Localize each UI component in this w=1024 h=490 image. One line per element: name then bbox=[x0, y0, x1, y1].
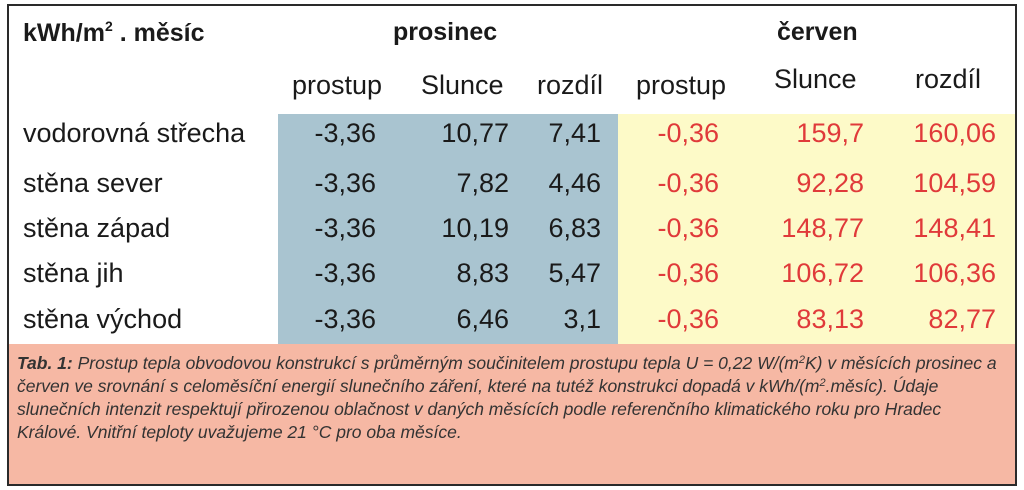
cell-prostup-jun: -0,36 bbox=[657, 213, 719, 243]
row-label: stěna jih bbox=[23, 258, 124, 288]
col-header-rozdil-jun: rozdíl bbox=[915, 64, 982, 94]
cell-prostup-dec: -3,36 bbox=[314, 168, 376, 198]
june-panel bbox=[618, 114, 1015, 344]
table-row: stěna jih -3,36 8,83 5,47 -0,36 106,72 1… bbox=[9, 254, 1015, 300]
table-row: stěna západ -3,36 10,19 6,83 -0,36 148,7… bbox=[9, 209, 1015, 255]
cell-rozdil-dec: 3,1 bbox=[563, 304, 601, 334]
caption-superscript-1: 2 bbox=[798, 354, 805, 366]
cell-prostup-dec: -3,36 bbox=[314, 213, 376, 243]
cell-prostup-dec: -3,36 bbox=[314, 118, 376, 148]
cell-rozdil-jun: 160,06 bbox=[913, 118, 996, 148]
cell-slunce-dec: 7,82 bbox=[456, 168, 509, 198]
caption-label: Tab. 1: bbox=[17, 353, 73, 373]
cell-slunce-jun: 92,28 bbox=[796, 168, 864, 198]
unit-main: kWh/m bbox=[23, 19, 105, 47]
cell-rozdil-dec: 5,47 bbox=[548, 258, 601, 288]
row-label: stěna sever bbox=[23, 168, 163, 198]
cell-prostup-dec: -3,36 bbox=[314, 258, 376, 288]
cell-slunce-jun: 159,7 bbox=[796, 118, 864, 148]
unit-header: kWh/m2 . měsíc bbox=[23, 18, 204, 48]
month-june: červen bbox=[777, 18, 858, 46]
month-december: prosinec bbox=[393, 18, 498, 46]
cell-rozdil-jun: 148,41 bbox=[913, 213, 996, 243]
cell-rozdil-dec: 6,83 bbox=[548, 213, 601, 243]
col-header-prostup-dec: prostup bbox=[292, 70, 383, 100]
row-label: stěna západ bbox=[23, 213, 171, 243]
cell-rozdil-dec: 4,46 bbox=[548, 168, 601, 198]
cell-prostup-dec: -3,36 bbox=[314, 304, 376, 334]
cell-slunce-dec: 10,77 bbox=[441, 118, 509, 148]
table-row: stěna východ -3,36 6,46 3,1 -0,36 83,13 … bbox=[9, 300, 1015, 346]
table-caption: Tab. 1: Prostup tepla obvodovou konstruk… bbox=[9, 344, 1015, 484]
cell-rozdil-jun: 104,59 bbox=[913, 168, 996, 198]
row-label: stěna východ bbox=[23, 304, 183, 334]
unit-rest: . měsíc bbox=[112, 19, 205, 47]
table-header-columns: prostup Slunce rozdíl prostup Slunce roz… bbox=[9, 62, 1015, 114]
table-row: vodorovná střecha -3,36 10,77 7,41 -0,36… bbox=[9, 114, 1015, 160]
cell-rozdil-dec: 7,41 bbox=[548, 118, 601, 148]
col-header-prostup-jun: prostup bbox=[636, 70, 727, 100]
cell-prostup-jun: -0,36 bbox=[657, 168, 719, 198]
cell-slunce-dec: 8,83 bbox=[456, 258, 509, 288]
cell-slunce-jun: 106,72 bbox=[781, 258, 864, 288]
cell-slunce-dec: 6,46 bbox=[456, 304, 509, 334]
cell-prostup-jun: -0,36 bbox=[657, 304, 719, 334]
cell-rozdil-jun: 106,36 bbox=[913, 258, 996, 288]
table-frame: kWh/m2 . měsíc prosinec červen prostup S… bbox=[7, 4, 1017, 486]
table-body: vodorovná střecha -3,36 10,77 7,41 -0,36… bbox=[9, 114, 1015, 344]
cell-prostup-jun: -0,36 bbox=[657, 258, 719, 288]
unit-exponent: 2 bbox=[104, 18, 113, 34]
caption-text-part1: Prostup tepla obvodovou konstrukcí s prů… bbox=[72, 353, 799, 373]
col-header-slunce-jun: Slunce bbox=[774, 64, 857, 94]
cell-rozdil-jun: 82,77 bbox=[928, 304, 996, 334]
caption-superscript-2: 2 bbox=[819, 377, 826, 389]
col-header-rozdil-dec: rozdíl bbox=[537, 70, 604, 100]
table-row: stěna sever -3,36 7,82 4,46 -0,36 92,28 … bbox=[9, 164, 1015, 210]
cell-slunce-dec: 10,19 bbox=[441, 213, 509, 243]
december-panel bbox=[278, 114, 618, 344]
table-header-months: kWh/m2 . měsíc prosinec červen bbox=[9, 6, 1015, 62]
row-label: vodorovná střecha bbox=[23, 118, 246, 148]
caption-text-part2: K) v měsících prosinec a červen ve srovn… bbox=[17, 353, 997, 396]
cell-prostup-jun: -0,36 bbox=[657, 118, 719, 148]
cell-slunce-jun: 148,77 bbox=[781, 213, 864, 243]
cell-slunce-jun: 83,13 bbox=[796, 304, 864, 334]
caption-text-part3: .měsíc). Údaje slunečních intenzit respe… bbox=[17, 376, 942, 442]
col-header-slunce-dec: Slunce bbox=[421, 70, 504, 100]
